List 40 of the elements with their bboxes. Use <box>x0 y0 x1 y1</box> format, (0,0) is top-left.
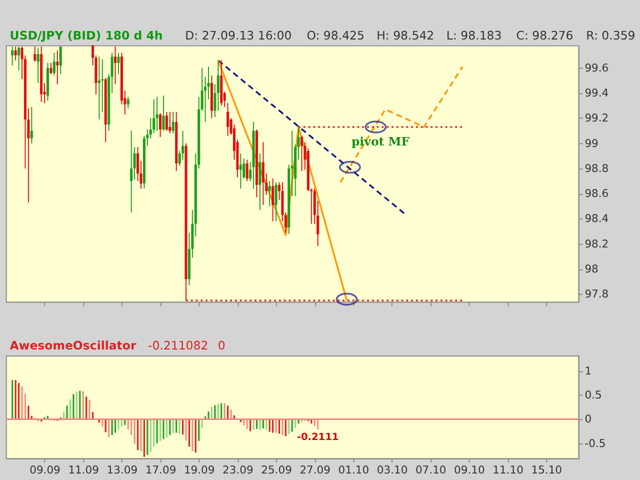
text: R: 0.359 <box>586 28 636 42</box>
x-tick-label: 13.09 <box>106 463 138 476</box>
text: C: 98.276 <box>516 28 574 42</box>
text: L: 98.183 <box>446 28 502 42</box>
series-label: pivot MF <box>351 134 410 149</box>
y-tick-label: 99 <box>584 136 599 150</box>
x-tick-label: 17.09 <box>145 463 176 476</box>
x-tick-label: 07.10 <box>415 463 446 476</box>
x-tick-label: 09.09 <box>30 463 61 476</box>
y-tick-label: 99.4 <box>584 86 609 100</box>
x-tick-label: 01.10 <box>338 463 370 476</box>
data-label: -0.2111 <box>296 432 339 444</box>
y-tick-label: 98.8 <box>584 162 609 175</box>
x-tick-label: 19.09 <box>184 463 215 476</box>
y-tick-label: 98.2 <box>584 237 609 250</box>
chart-title: AwesomeOscillator <box>10 338 136 353</box>
text: H: 98.542 <box>376 28 434 42</box>
x-tick-label: 11.09 <box>68 463 100 476</box>
y-tick-label: 98.4 <box>584 212 609 226</box>
x-tick-label: 27.09 <box>300 463 331 476</box>
x-tick-label: 09.10 <box>454 463 485 476</box>
text: O: 98.425 <box>306 28 364 42</box>
x-tick-label: 15.10 <box>531 463 562 476</box>
text: D: 27.09.13 16:00 <box>185 28 292 42</box>
text: -0.211082 <box>148 338 208 353</box>
y-tick-label: 0.5 <box>584 388 602 402</box>
x-tick-label: 11.10 <box>492 463 524 476</box>
x-tick-label: 23.09 <box>222 463 254 476</box>
x-tick-label: 03.10 <box>376 463 408 476</box>
y-tick-label: 98 <box>584 262 599 276</box>
text: 0 <box>218 338 226 353</box>
y-tick-label: 98.6 <box>584 187 609 200</box>
chart-title: USD/JPY (BID) 180 d 4h <box>10 28 163 42</box>
y-tick-label: 1 <box>584 364 592 378</box>
y-tick-label: -0.5 <box>584 436 606 450</box>
y-tick-label: 97.8 <box>584 288 609 301</box>
y-tick-label: 0 <box>584 412 592 426</box>
x-tick-label: 25.09 <box>261 463 292 476</box>
y-tick-label: 99.6 <box>584 61 609 74</box>
y-tick-label: 99.2 <box>584 112 609 125</box>
